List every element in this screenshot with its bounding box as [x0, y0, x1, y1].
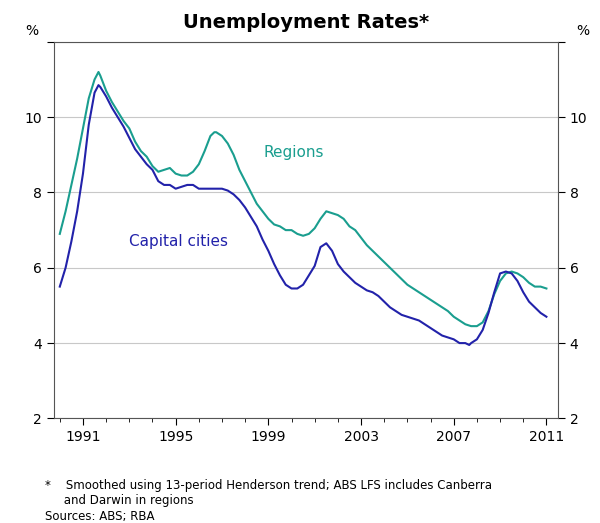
Text: %: %	[25, 24, 38, 38]
Text: Sources: ABS; RBA: Sources: ABS; RBA	[45, 510, 155, 523]
Text: Capital cities: Capital cities	[130, 234, 229, 249]
Text: %: %	[577, 24, 590, 38]
Text: Regions: Regions	[264, 145, 324, 161]
Title: Unemployment Rates*: Unemployment Rates*	[183, 13, 429, 32]
Text: *    Smoothed using 13-period Henderson trend; ABS LFS includes Canberra
     an: * Smoothed using 13-period Henderson tre…	[45, 479, 492, 507]
